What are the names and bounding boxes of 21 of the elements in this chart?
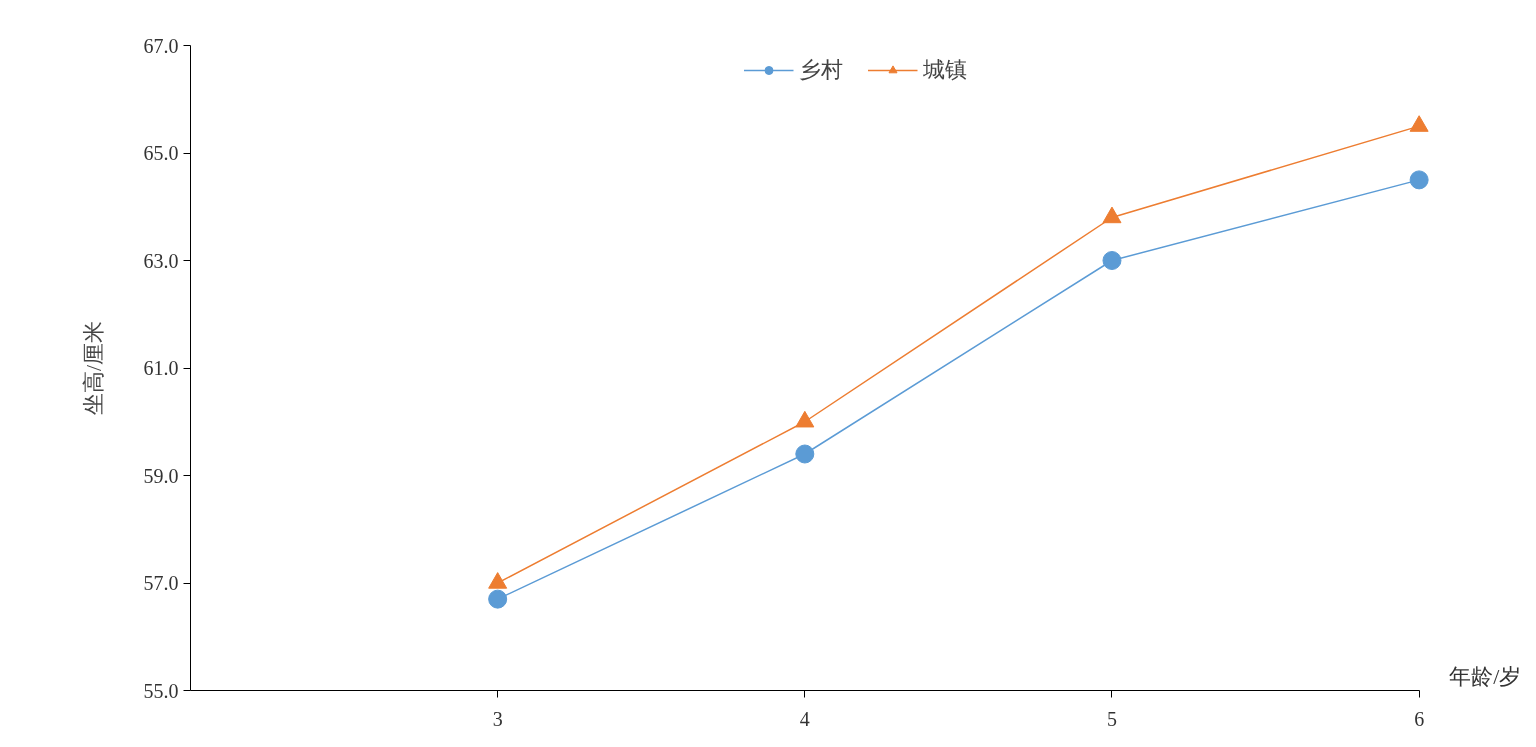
- y-tick-label: 67.0: [143, 34, 179, 57]
- y-axis-title: 坐高/厘米: [80, 320, 106, 416]
- y-tick-label: 61.0: [143, 357, 179, 379]
- y-tick-label: 55.0: [143, 679, 179, 702]
- x-tick-label: 5: [1106, 707, 1117, 730]
- y-tick-label: 63.0: [143, 249, 179, 272]
- x-axis-title: 年龄/岁: [1449, 663, 1522, 689]
- point: [795, 444, 815, 464]
- legend-label: 城镇: [922, 56, 967, 84]
- y-tick-label: 65.0: [143, 142, 179, 164]
- y-tick-label: 59.0: [143, 464, 179, 487]
- x-tick-label: 3: [492, 707, 503, 730]
- point: [1102, 251, 1122, 270]
- point: [488, 589, 508, 609]
- legend-label: 乡村: [798, 56, 843, 84]
- point: [1102, 206, 1122, 224]
- x-tick-label: 6: [1414, 707, 1425, 730]
- y-tick-label: 57.0: [143, 572, 179, 594]
- point: [1409, 115, 1429, 132]
- point: [795, 410, 815, 428]
- x-tick-label: 4: [799, 707, 810, 730]
